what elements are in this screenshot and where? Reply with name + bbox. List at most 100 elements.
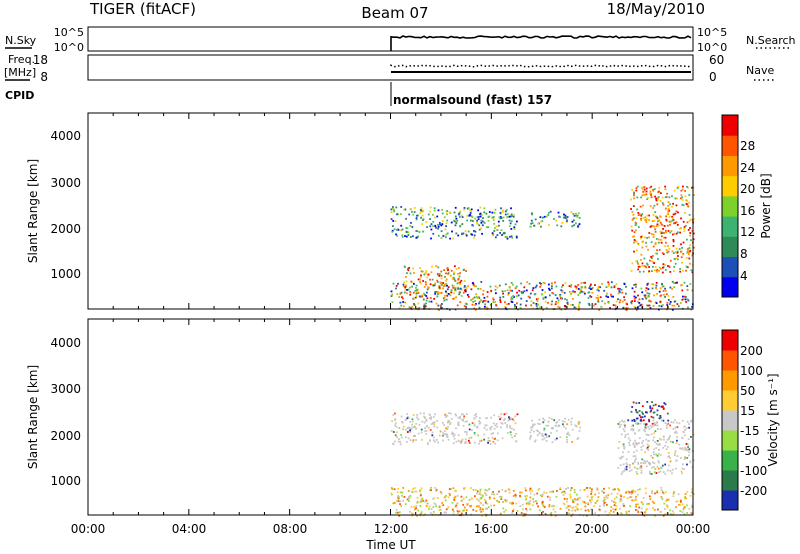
- echo-cell: [583, 292, 586, 295]
- power-cbar-tick-4: 4: [740, 269, 748, 283]
- echo-cell: [412, 297, 415, 300]
- echo-cell: [666, 224, 669, 227]
- echo-cell: [523, 286, 526, 289]
- echo-cell: [437, 224, 439, 226]
- echo-cell: [415, 236, 418, 239]
- echo-cell: [482, 504, 485, 506]
- nave-label: Nave: [746, 64, 774, 77]
- echo-cell: [621, 456, 623, 458]
- echo-cell: [563, 216, 565, 219]
- echo-cell: [554, 281, 556, 284]
- echo-cell: [434, 292, 437, 295]
- echo-cell: [415, 292, 418, 295]
- echo-cell: [509, 235, 511, 238]
- echo-cell: [411, 440, 414, 443]
- echo-cell: [653, 220, 656, 222]
- echo-cell: [590, 283, 592, 286]
- echo-cell: [609, 307, 611, 309]
- echo-cell: [641, 458, 644, 461]
- echo-cell: [493, 222, 496, 225]
- echo-cell: [637, 306, 639, 309]
- echo-cell: [674, 430, 677, 433]
- echo-cell: [498, 490, 500, 493]
- echo-cell: [435, 302, 438, 305]
- echo-cell: [639, 205, 642, 208]
- echo-cell: [663, 232, 665, 234]
- echo-cell: [395, 431, 398, 434]
- echo-cell: [411, 423, 413, 426]
- echo-cell: [398, 511, 401, 514]
- echo-cell: [642, 497, 645, 499]
- echo-cell: [506, 289, 509, 292]
- echo-cell: [427, 426, 430, 429]
- echo-cell: [650, 454, 652, 457]
- echo-cell: [531, 426, 534, 429]
- echo-cell: [551, 285, 553, 288]
- echo-cell: [512, 283, 514, 286]
- echo-cell: [502, 292, 504, 295]
- echo-cell: [404, 419, 407, 421]
- echo-cell: [689, 227, 691, 229]
- freq-label: Freq.: [8, 53, 35, 66]
- echo-cell: [548, 416, 551, 419]
- echo-cell: [491, 211, 494, 214]
- echo-cell: [545, 215, 548, 218]
- power-cbar-swatch: [722, 236, 738, 258]
- echo-cell: [552, 508, 555, 511]
- echo-cell: [688, 257, 691, 260]
- echo-cell: [656, 465, 659, 468]
- echo-cell: [591, 287, 594, 289]
- echo-cell: [534, 439, 537, 442]
- echo-cell: [486, 489, 489, 492]
- echo-cell: [650, 185, 653, 188]
- echo-cell: [468, 214, 471, 217]
- echo-cell: [676, 426, 679, 428]
- echo-cell: [516, 302, 518, 305]
- echo-cell: [469, 505, 471, 507]
- echo-cell: [646, 296, 649, 299]
- echo-cell: [681, 511, 684, 513]
- echo-cell: [635, 509, 637, 511]
- echo-cell: [541, 433, 544, 435]
- echo-cell: [652, 245, 655, 248]
- echo-cell: [684, 493, 687, 495]
- echo-cell: [666, 213, 669, 216]
- echo-cell: [473, 234, 476, 237]
- echo-cell: [664, 208, 667, 211]
- echo-cell: [413, 426, 416, 428]
- echo-cell: [638, 437, 641, 439]
- echo-cell: [634, 300, 636, 302]
- echo-cell: [481, 514, 483, 517]
- echo-cell: [523, 290, 526, 293]
- echo-cell: [652, 214, 655, 216]
- echo-cell: [521, 503, 524, 506]
- echo-cell: [594, 303, 597, 305]
- echo-cell: [504, 490, 507, 493]
- echo-cell: [441, 208, 443, 211]
- echo-cell: [681, 261, 683, 264]
- echo-cell: [583, 501, 586, 504]
- echo-cell: [533, 224, 536, 227]
- echo-cell: [658, 266, 661, 269]
- echo-cell: [459, 283, 461, 286]
- echo-cell: [406, 441, 408, 443]
- echo-cell: [535, 305, 538, 307]
- echo-cell: [445, 511, 447, 514]
- echo-cell: [569, 493, 572, 496]
- echo-cell: [686, 463, 688, 466]
- echo-cell: [652, 233, 655, 236]
- echo-cell: [501, 437, 504, 440]
- echo-cell: [563, 213, 565, 216]
- echo-cell: [508, 418, 511, 420]
- echo-cell: [635, 503, 637, 506]
- echo-cell: [395, 285, 398, 287]
- echo-cell: [390, 218, 393, 220]
- echo-cell: [396, 500, 399, 502]
- echo-cell: [659, 428, 662, 430]
- echo-cell: [590, 501, 592, 504]
- echo-cell: [557, 306, 560, 308]
- echo-cell: [427, 443, 429, 446]
- echo-cell: [564, 298, 566, 300]
- echo-cell: [653, 424, 655, 426]
- echo-cell: [434, 413, 436, 416]
